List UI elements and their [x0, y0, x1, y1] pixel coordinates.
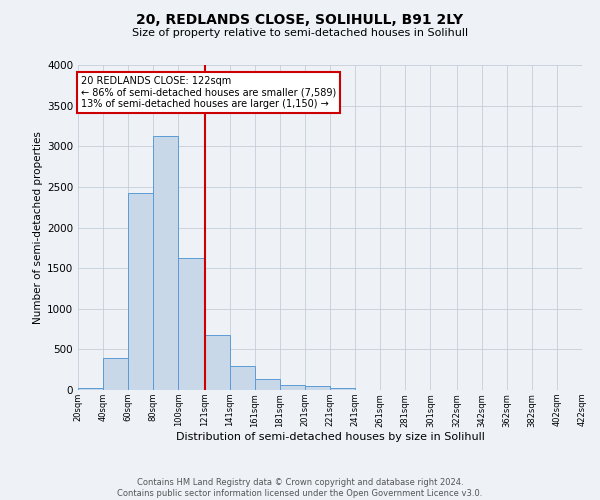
X-axis label: Distribution of semi-detached houses by size in Solihull: Distribution of semi-detached houses by … [176, 432, 484, 442]
Text: 20, REDLANDS CLOSE, SOLIHULL, B91 2LY: 20, REDLANDS CLOSE, SOLIHULL, B91 2LY [136, 12, 464, 26]
Bar [330, 388, 355, 390]
Bar [280, 385, 305, 390]
Bar [153, 136, 178, 390]
Bar [178, 258, 205, 390]
Bar [305, 386, 330, 390]
Y-axis label: Number of semi-detached properties: Number of semi-detached properties [33, 131, 43, 324]
Bar [128, 194, 153, 390]
Bar [230, 366, 255, 390]
Bar [205, 335, 230, 390]
Text: Size of property relative to semi-detached houses in Solihull: Size of property relative to semi-detach… [132, 28, 468, 38]
Bar [255, 380, 280, 390]
Bar [103, 358, 128, 390]
Text: 20 REDLANDS CLOSE: 122sqm
← 86% of semi-detached houses are smaller (7,589)
13% : 20 REDLANDS CLOSE: 122sqm ← 86% of semi-… [80, 76, 336, 109]
Bar [78, 388, 103, 390]
Text: Contains HM Land Registry data © Crown copyright and database right 2024.
Contai: Contains HM Land Registry data © Crown c… [118, 478, 482, 498]
